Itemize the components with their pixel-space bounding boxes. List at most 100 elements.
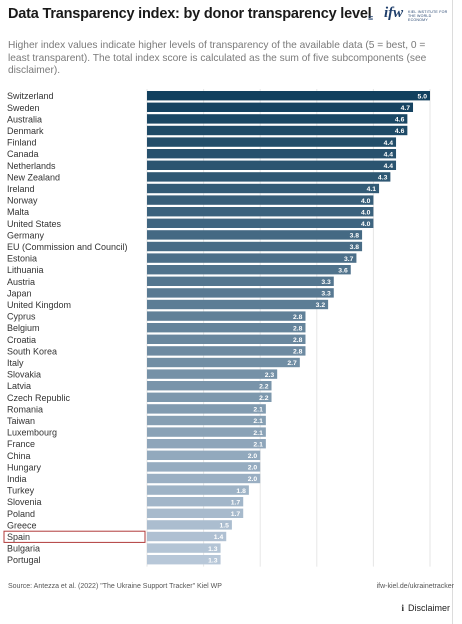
category-label: Croatia <box>7 335 36 345</box>
data-label: 4.0 <box>361 209 371 216</box>
data-label: 1.5 <box>219 523 229 530</box>
logo-text: ifw <box>384 5 404 21</box>
data-label: 4.6 <box>395 117 405 124</box>
source-note: Source: Antezza et al. (2022) "The Ukrai… <box>8 583 222 590</box>
bar <box>147 357 300 368</box>
bar <box>147 230 363 240</box>
info-icon: i <box>401 603 404 613</box>
bar <box>147 520 232 530</box>
bar <box>147 218 374 228</box>
category-label: Latvia <box>7 381 31 391</box>
data-label: 3.6 <box>338 267 348 274</box>
bar <box>147 323 306 333</box>
category-label: Bulgaria <box>7 544 40 554</box>
category-label: Spain <box>7 532 30 542</box>
bar <box>147 392 272 402</box>
bar <box>147 404 266 414</box>
bar <box>147 288 334 298</box>
bar <box>147 160 397 170</box>
category-label: Hungary <box>7 462 42 472</box>
category-label: Belgium <box>7 323 40 333</box>
disclaimer-label: Disclaimer <box>407 603 450 613</box>
category-label: Czech Republic <box>7 393 71 403</box>
chart-subtitle: Higher index values indicate higher leve… <box>8 40 427 77</box>
data-label: 4.4 <box>384 140 394 147</box>
category-label: New Zealand <box>7 172 60 182</box>
data-label: 4.1 <box>367 186 377 193</box>
chart-title: Data Transparency index: by donor transp… <box>8 6 372 22</box>
data-label: 3.2 <box>316 302 326 309</box>
data-label: 2.8 <box>293 325 303 332</box>
data-label: 3.8 <box>350 244 360 251</box>
category-label: Germany <box>7 230 45 240</box>
category-label: Norway <box>7 196 38 206</box>
data-label: 3.8 <box>350 233 360 240</box>
category-label: Slovenia <box>7 497 42 507</box>
data-label: 2.0 <box>248 476 258 483</box>
data-label: 1.7 <box>231 511 241 518</box>
category-label: Italy <box>7 358 24 368</box>
category-label: Ireland <box>7 184 35 194</box>
bar <box>147 415 266 426</box>
bar <box>147 102 414 112</box>
bar <box>147 125 408 136</box>
category-label: Lithuania <box>7 265 44 275</box>
category-label: Greece <box>7 520 37 530</box>
bar <box>147 555 221 565</box>
data-label: 2.8 <box>293 337 303 344</box>
tracker-link[interactable]: ifw-kiel.de/ukrainetracker <box>376 583 454 590</box>
bar <box>147 253 357 263</box>
category-label: Switzerland <box>7 91 54 101</box>
bar <box>147 91 430 101</box>
bar <box>147 276 334 286</box>
data-label: 1.7 <box>231 499 241 506</box>
data-label: 2.3 <box>265 372 275 379</box>
bar <box>147 462 261 472</box>
category-label: France <box>7 439 35 449</box>
category-label: Austria <box>7 277 35 287</box>
bar <box>147 381 272 391</box>
bar-chart: Switzerland 5.0 Sweden 4.7 Australia 4.6 Denma… <box>3 89 431 567</box>
bar <box>147 473 261 484</box>
data-label: 4.4 <box>384 163 394 170</box>
category-label: United States <box>7 219 62 229</box>
data-label: 4.6 <box>395 128 405 135</box>
category-label: Netherlands <box>7 161 56 171</box>
disclaimer-button[interactable]: i Disclaimer <box>401 603 450 613</box>
data-label: 1.8 <box>236 488 246 495</box>
bar <box>147 497 244 507</box>
bar <box>147 149 397 159</box>
data-label: 4.0 <box>361 221 371 228</box>
bar <box>147 311 306 321</box>
category-label: Canada <box>7 149 39 159</box>
category-label: Romania <box>7 404 43 414</box>
category-label: United Kingdom <box>7 300 71 310</box>
data-label: 2.7 <box>287 360 297 367</box>
bar <box>147 543 221 553</box>
category-label: Luxembourg <box>7 428 57 438</box>
data-label: 1.3 <box>208 546 218 553</box>
bar <box>147 346 306 356</box>
data-label: 2.0 <box>248 453 258 460</box>
data-label: 4.3 <box>378 175 388 182</box>
bar <box>147 531 227 542</box>
category-label: Japan <box>7 288 32 298</box>
category-label: Australia <box>7 114 42 124</box>
data-label: 2.8 <box>293 314 303 321</box>
page-edge-divider <box>452 0 453 624</box>
data-label: 2.1 <box>253 430 263 437</box>
category-label: Malta <box>7 207 29 217</box>
bar <box>147 299 329 310</box>
bar <box>147 508 244 518</box>
data-label: 4.4 <box>384 151 394 158</box>
category-label: China <box>7 451 31 461</box>
data-label: 1.4 <box>214 534 224 541</box>
bar <box>147 334 306 344</box>
category-label: EU (Commission and Council) <box>7 242 128 252</box>
bar <box>147 241 363 252</box>
bar <box>147 369 278 379</box>
data-label: 5.0 <box>418 93 428 100</box>
category-label: Taiwan <box>7 416 35 426</box>
bar <box>147 450 261 460</box>
category-label: Finland <box>7 138 37 148</box>
